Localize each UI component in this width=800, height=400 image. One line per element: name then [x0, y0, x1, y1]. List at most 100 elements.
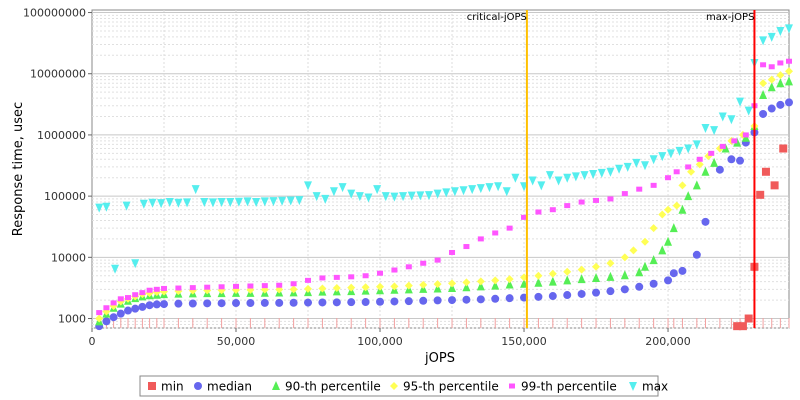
- data-point: [305, 277, 312, 283]
- data-point: [687, 167, 696, 176]
- data-point: [548, 269, 557, 278]
- data-point: [649, 255, 658, 265]
- data-point: [770, 181, 779, 190]
- data-point: [521, 214, 528, 220]
- data-point: [390, 297, 399, 306]
- data-point: [419, 280, 428, 289]
- data-point: [658, 210, 667, 219]
- data-point: [658, 152, 667, 162]
- data-point: [361, 298, 370, 307]
- legend-item: median: [194, 380, 252, 394]
- legend-marker: [148, 382, 156, 390]
- data-point: [200, 198, 209, 208]
- data-point: [548, 276, 557, 286]
- data-point: [204, 284, 211, 290]
- data-point: [664, 276, 673, 285]
- data-point: [304, 284, 313, 293]
- data-point: [505, 279, 514, 289]
- y-axis-title: Response time, usec: [11, 102, 26, 236]
- data-point: [548, 292, 557, 301]
- data-point: [419, 296, 428, 305]
- data-point: [145, 301, 154, 310]
- data-point: [577, 274, 586, 284]
- data-point: [208, 198, 217, 208]
- data-point: [767, 75, 776, 84]
- data-point: [564, 203, 571, 209]
- data-point: [708, 150, 715, 156]
- data-point: [535, 209, 542, 215]
- data-point: [666, 149, 675, 159]
- data-point: [347, 298, 356, 307]
- y-tick-label: 1000: [58, 313, 86, 326]
- annotation-label: max-jOPS: [706, 12, 754, 23]
- data-point: [620, 270, 629, 280]
- data-point: [672, 201, 681, 210]
- data-point: [736, 156, 745, 165]
- data-point: [640, 161, 649, 171]
- data-point: [424, 191, 433, 201]
- data-point: [736, 97, 745, 107]
- data-point: [580, 171, 589, 181]
- data-point: [333, 274, 340, 280]
- data-point: [534, 271, 543, 280]
- y-axis: 1000 10000 100000 1000000 10000000 100000000: [23, 7, 92, 326]
- data-point: [577, 265, 586, 274]
- data-point: [203, 299, 212, 308]
- data-point: [462, 282, 471, 292]
- data-point: [232, 299, 241, 308]
- legend-item: 90-th percentile: [272, 380, 381, 394]
- data-point: [102, 317, 111, 326]
- data-point: [494, 182, 503, 192]
- data-point: [665, 175, 672, 181]
- data-point: [463, 244, 470, 250]
- data-point: [756, 190, 765, 199]
- data-point: [218, 284, 225, 290]
- data-point: [361, 283, 370, 292]
- data-point: [476, 184, 485, 194]
- data-point: [640, 261, 649, 271]
- x-axis-title: jOPS: [424, 351, 455, 366]
- data-point: [338, 183, 347, 193]
- data-point: [506, 225, 513, 231]
- data-point: [174, 198, 183, 208]
- data-point: [217, 299, 226, 308]
- data-point: [592, 262, 601, 271]
- data-point: [537, 181, 546, 191]
- data-point: [442, 188, 451, 198]
- data-point: [348, 274, 355, 280]
- data-point: [165, 198, 174, 208]
- data-point: [606, 167, 615, 177]
- data-point: [776, 71, 785, 80]
- data-point: [124, 306, 133, 315]
- data-point: [635, 282, 644, 291]
- data-point: [459, 186, 468, 196]
- data-point: [404, 297, 413, 306]
- series-5: [95, 24, 793, 274]
- data-point: [620, 253, 629, 262]
- data-point: [606, 287, 615, 296]
- data-point: [278, 196, 287, 206]
- data-point: [777, 60, 784, 66]
- data-point: [589, 169, 598, 179]
- data-point: [669, 223, 678, 233]
- data-point: [462, 278, 471, 287]
- data-point: [476, 281, 485, 291]
- data-point: [761, 167, 770, 176]
- data-point: [669, 269, 678, 278]
- data-point: [377, 270, 384, 276]
- data-point: [117, 296, 124, 302]
- data-point: [295, 196, 304, 206]
- data-point: [696, 156, 703, 162]
- data-point: [597, 168, 606, 178]
- data-point: [434, 257, 441, 263]
- legend-item: max: [629, 380, 668, 394]
- data-point: [160, 300, 169, 309]
- legend-label: 95-th percentile: [403, 380, 499, 394]
- data-point: [373, 185, 382, 195]
- data-point: [433, 296, 442, 305]
- y-tick-label: 100000000: [23, 7, 86, 20]
- data-point: [246, 299, 255, 308]
- data-point: [650, 182, 657, 188]
- series-layer: [95, 24, 793, 331]
- data-point: [534, 277, 543, 287]
